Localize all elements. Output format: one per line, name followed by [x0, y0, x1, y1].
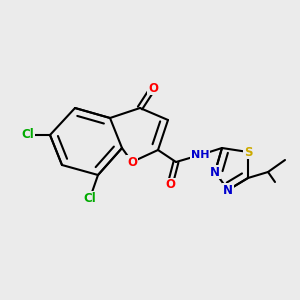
- Text: Cl: Cl: [22, 128, 34, 142]
- Text: N: N: [210, 166, 220, 178]
- Text: O: O: [127, 155, 137, 169]
- Text: NH: NH: [191, 150, 209, 160]
- Text: O: O: [165, 178, 175, 191]
- Text: S: S: [244, 146, 252, 158]
- Text: N: N: [223, 184, 233, 196]
- Text: O: O: [148, 82, 158, 94]
- Text: Cl: Cl: [84, 191, 96, 205]
